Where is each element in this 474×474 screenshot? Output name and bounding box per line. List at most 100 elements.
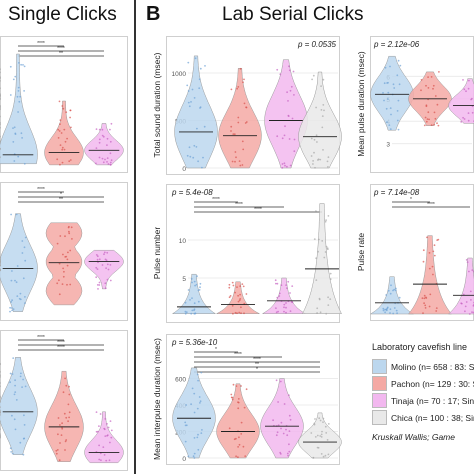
data-point — [55, 452, 58, 455]
data-point — [382, 307, 385, 310]
legend-swatch-chica — [372, 410, 387, 425]
data-point — [430, 124, 433, 126]
data-point — [238, 443, 241, 446]
data-point — [279, 380, 282, 383]
data-point — [96, 284, 99, 286]
data-point — [0, 106, 1, 109]
data-point — [193, 302, 196, 305]
data-point — [239, 298, 242, 300]
data-point — [61, 283, 64, 285]
data-point — [193, 280, 196, 283]
data-point — [58, 130, 61, 132]
violin-tinaja — [84, 123, 124, 166]
data-point — [95, 430, 98, 433]
data-point — [196, 373, 199, 376]
data-point — [184, 310, 187, 313]
data-point — [286, 434, 289, 437]
data-point — [283, 310, 285, 313]
panel-a-top: ********** — [0, 37, 128, 173]
data-point — [320, 109, 323, 111]
data-point — [191, 281, 193, 284]
data-point — [106, 137, 109, 140]
legend-item-tinaja: Tinaja (n= 70 : 17; Sin — [372, 392, 474, 409]
data-point — [319, 158, 322, 161]
data-point — [322, 78, 325, 81]
data-point — [396, 110, 399, 112]
p-value: p = 2.12e-06 — [373, 40, 420, 49]
data-point — [58, 459, 61, 462]
data-point — [396, 74, 399, 77]
data-point — [284, 164, 286, 167]
data-point — [11, 309, 14, 312]
y-axis-label: Total sound duration (msec) — [152, 52, 162, 157]
data-point — [198, 396, 201, 398]
data-point — [18, 297, 21, 300]
data-point — [0, 140, 1, 143]
data-point — [15, 399, 18, 401]
data-point — [293, 150, 296, 153]
data-point — [191, 387, 194, 390]
data-point — [286, 165, 288, 168]
data-point — [98, 458, 101, 461]
data-point — [228, 283, 231, 286]
data-point — [315, 210, 317, 213]
data-point — [320, 436, 323, 438]
data-point — [64, 140, 67, 143]
panel-a-bottom: ************ — [0, 331, 128, 471]
data-point — [232, 312, 234, 315]
legend-label-molino: Molino (n= 658 : 83: Si — [391, 361, 474, 372]
data-point — [327, 156, 330, 159]
data-point — [9, 94, 12, 96]
data-point — [12, 127, 14, 129]
data-point — [60, 132, 63, 134]
legend-label-pachon: Pachon (n= 129 : 30: Si — [391, 378, 474, 389]
data-point — [20, 63, 22, 66]
data-point — [101, 264, 104, 266]
data-point — [234, 291, 237, 294]
data-point — [103, 253, 105, 256]
data-point — [199, 107, 201, 109]
data-point — [436, 122, 438, 125]
data-point — [62, 267, 64, 270]
data-point — [315, 134, 318, 137]
data-point — [62, 253, 64, 256]
data-point — [197, 433, 199, 436]
data-point — [0, 374, 1, 377]
data-point — [185, 404, 188, 406]
data-point — [59, 123, 61, 125]
data-point — [235, 437, 237, 440]
data-point — [95, 147, 98, 150]
data-point — [311, 78, 313, 81]
data-point — [420, 89, 422, 92]
data-point — [0, 414, 1, 416]
data-point — [193, 392, 196, 395]
data-point — [59, 424, 61, 426]
data-point — [24, 296, 26, 298]
legend-title: Laboratory cavefish line — [372, 342, 468, 352]
data-point — [395, 309, 398, 312]
data-point — [194, 284, 197, 287]
legend-label-tinaja: Tinaja (n= 70 : 17; Sin — [391, 395, 474, 406]
data-point — [389, 312, 391, 314]
data-point — [434, 117, 437, 120]
data-point — [201, 166, 203, 169]
data-point — [280, 284, 283, 287]
data-point — [388, 124, 391, 126]
data-point — [384, 66, 387, 69]
data-point — [17, 111, 19, 113]
data-point — [184, 440, 187, 443]
data-point — [197, 448, 200, 451]
y-tick-label: 3 — [386, 142, 390, 149]
data-point — [232, 383, 235, 386]
data-point — [17, 90, 20, 92]
legend-item-chica: Chica (n= 100 : 38; Sin — [372, 409, 474, 426]
data-point — [285, 311, 287, 314]
data-point — [243, 102, 246, 105]
data-point — [237, 300, 240, 303]
data-point — [428, 118, 430, 121]
data-point — [322, 104, 325, 106]
data-point — [228, 296, 231, 299]
data-point — [288, 443, 290, 446]
